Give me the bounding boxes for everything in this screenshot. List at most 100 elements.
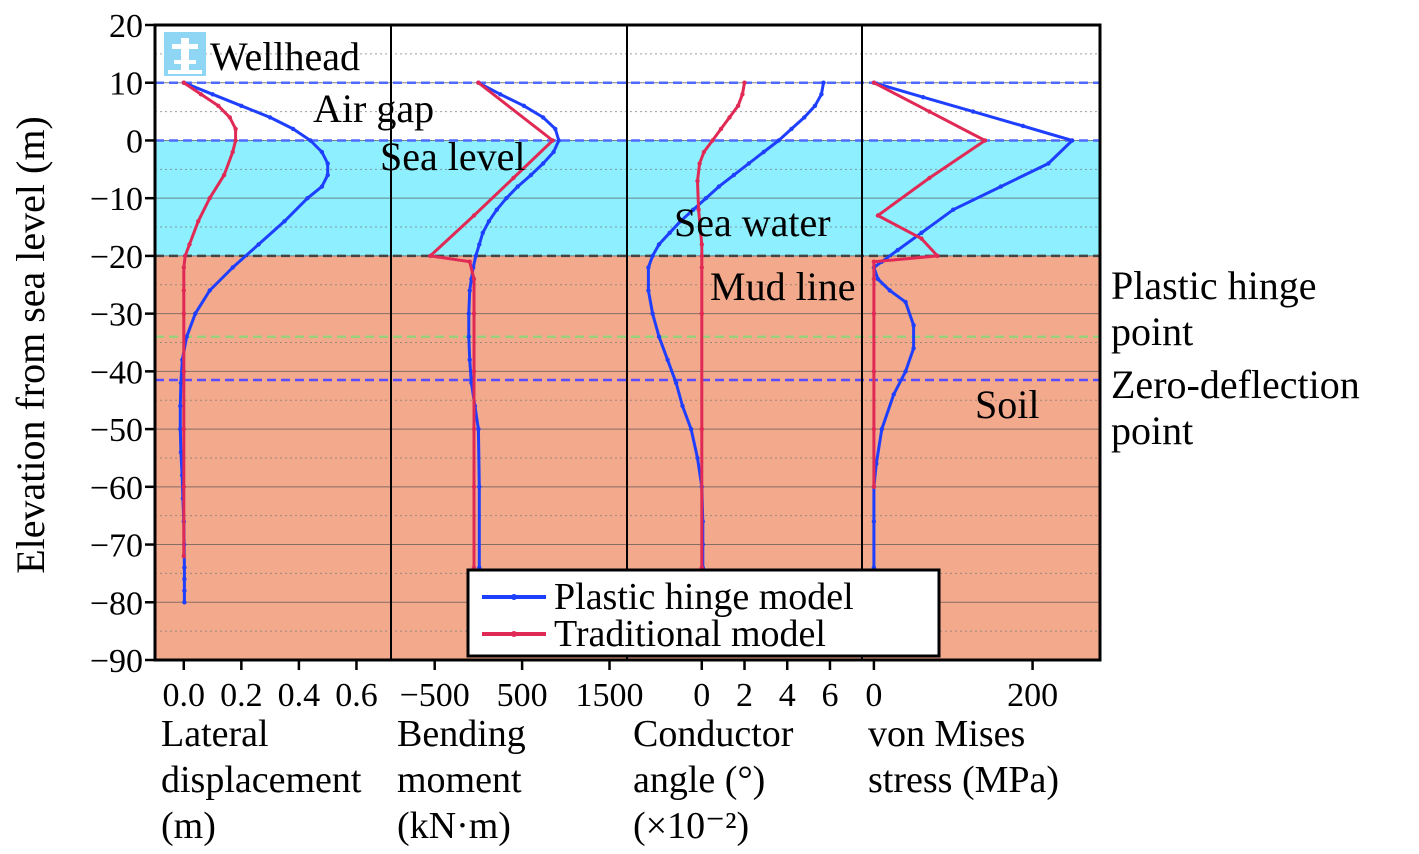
x-axis-label-angle: angle (°) — [633, 759, 765, 801]
data-point-angle-plastic-hinge-model — [646, 265, 651, 270]
panel-bending — [428, 80, 561, 570]
data-point-bending-plastic-hinge-model — [466, 311, 471, 316]
y-axis-label: Elevation from sea level (m) — [8, 116, 53, 574]
data-point-lateral-traditional-model — [181, 369, 186, 374]
data-point-angle-traditional-model — [697, 161, 702, 166]
data-point-lateral-traditional-model — [181, 553, 186, 559]
x-tick-label-lateral: 0.6 — [335, 677, 378, 714]
legend-entry-traditional-model: Traditional model — [482, 613, 826, 655]
soil-label: Soil — [975, 382, 1039, 427]
air-gap-label: Air gap — [313, 86, 434, 131]
data-point-bending-plastic-hinge-model — [540, 115, 546, 120]
data-point-stress-traditional-model — [927, 175, 932, 181]
y-tick-label: −40 — [90, 354, 143, 391]
x-tick-label-bending: −500 — [400, 677, 470, 714]
plastic-hinge-point-label-line2: point — [1111, 309, 1193, 354]
data-point-lateral-plastic-hinge-model — [319, 184, 325, 189]
data-point-angle-plastic-hinge-model — [673, 380, 679, 386]
data-point-lateral-plastic-hinge-model — [325, 161, 330, 166]
x-tick-label-lateral: 0.4 — [278, 677, 321, 714]
data-point-angle-traditional-model — [710, 138, 715, 143]
x-axis-label-bending: Bending — [397, 713, 526, 755]
x-axis-label-lateral: (m) — [161, 805, 216, 847]
data-point-bending-plastic-hinge-model — [515, 184, 520, 189]
data-point-stress-traditional-model — [935, 253, 940, 259]
data-point-stress-plastic-hinge-model — [919, 230, 924, 235]
data-point-angle-traditional-model — [742, 80, 747, 85]
data-point-bending-plastic-hinge-model — [494, 207, 499, 212]
data-point-lateral-plastic-hinge-model — [325, 172, 330, 178]
data-point-bending-plastic-hinge-model — [528, 172, 534, 178]
data-point-lateral-plastic-hinge-model — [178, 403, 183, 409]
data-point-stress-plastic-hinge-model — [887, 288, 892, 293]
y-tick-label: 10 — [109, 66, 143, 103]
data-point-lateral-plastic-hinge-model — [290, 126, 296, 132]
data-point-stress-traditional-model — [927, 109, 932, 114]
data-point-stress-traditional-model — [875, 213, 881, 218]
data-point-angle-traditional-model — [699, 426, 704, 432]
data-point-angle-plastic-hinge-model — [761, 149, 766, 155]
y-tick-label: −80 — [90, 585, 143, 622]
data-point-lateral-traditional-model — [183, 253, 188, 259]
x-tick-label-bending: 500 — [497, 677, 548, 714]
data-point-angle-plastic-hinge-model — [716, 184, 722, 189]
data-point-angle-traditional-model — [718, 126, 724, 132]
data-point-lateral-traditional-model — [233, 138, 238, 143]
x-axis-label-angle: Conductor — [633, 713, 794, 755]
data-point-lateral-plastic-hinge-model — [207, 288, 212, 293]
data-point-stress-plastic-hinge-model — [879, 426, 884, 432]
data-point-angle-plastic-hinge-model — [667, 230, 672, 235]
data-point-stress-plastic-hinge-model — [920, 95, 926, 100]
data-point-bending-traditional-model — [511, 175, 516, 181]
data-point-angle-plastic-hinge-model — [650, 311, 655, 316]
data-point-bending-plastic-hinge-model — [466, 334, 471, 339]
data-point-lateral-plastic-hinge-model — [267, 115, 273, 120]
plot-frame — [153, 23, 1102, 662]
x-tick-label-bending: 1500 — [576, 677, 644, 714]
data-point-angle-plastic-hinge-model — [650, 253, 655, 259]
legend-box — [466, 568, 941, 658]
data-point-lateral-plastic-hinge-model — [319, 149, 325, 155]
data-point-stress-traditional-model — [982, 138, 988, 143]
data-point-stress-plastic-hinge-model — [875, 276, 881, 282]
data-point-stress-plastic-hinge-model — [1020, 123, 1026, 129]
data-point-stress-traditional-model — [871, 311, 877, 316]
data-point-lateral-plastic-hinge-model — [308, 138, 313, 143]
x-axis-label-bending: (kN·m) — [397, 805, 511, 847]
data-point-bending-plastic-hinge-model — [480, 230, 485, 235]
y-axis: 20 10 0 −10 −20 −30 −40 −50 −60 −70 −80 −90 — [90, 8, 155, 680]
x-tick-label-stress: 0 — [865, 677, 882, 714]
data-point-lateral-traditional-model — [233, 126, 238, 132]
x-tick-label-stress: 200 — [1007, 677, 1058, 714]
x-tick-label-angle: 4 — [779, 677, 796, 714]
legend: Plastic hinge model Traditional model — [466, 568, 941, 658]
x-tick-label-lateral: 0.0 — [163, 677, 206, 714]
data-point-bending-traditional-model — [550, 138, 555, 143]
data-point-stress-traditional-model — [871, 276, 877, 282]
data-point-angle-traditional-model — [699, 311, 704, 316]
wellhead-label: Wellhead — [210, 34, 360, 79]
data-point-lateral-plastic-hinge-model — [178, 450, 184, 455]
data-point-lateral-plastic-hinge-model — [182, 588, 187, 593]
data-point-angle-traditional-model — [696, 207, 701, 212]
mud-line-label: Mud line — [710, 264, 856, 309]
data-point-stress-plastic-hinge-model — [903, 299, 908, 305]
data-point-lateral-plastic-hinge-model — [282, 219, 287, 224]
data-point-lateral-plastic-hinge-model — [182, 577, 187, 582]
data-point-stress-traditional-model — [919, 236, 924, 241]
data-point-bending-plastic-hinge-model — [498, 92, 503, 97]
data-point-stress-plastic-hinge-model — [871, 519, 877, 524]
data-point-angle-plastic-hinge-model — [656, 242, 662, 247]
y-tick-label: −30 — [90, 297, 143, 334]
data-point-bending-plastic-hinge-model — [469, 380, 474, 386]
x-axis-label-stress: stress (MPa) — [868, 759, 1059, 801]
data-point-angle-plastic-hinge-model — [656, 334, 662, 339]
data-point-stress-plastic-hinge-model — [1070, 138, 1075, 143]
plastic-hinge-point-label-line1: Plastic hinge — [1111, 263, 1317, 308]
data-point-stress-plastic-hinge-model — [911, 323, 916, 328]
data-point-bending-traditional-model — [471, 213, 477, 218]
data-point-angle-plastic-hinge-model — [678, 219, 683, 224]
data-point-bending-traditional-model — [428, 253, 433, 259]
